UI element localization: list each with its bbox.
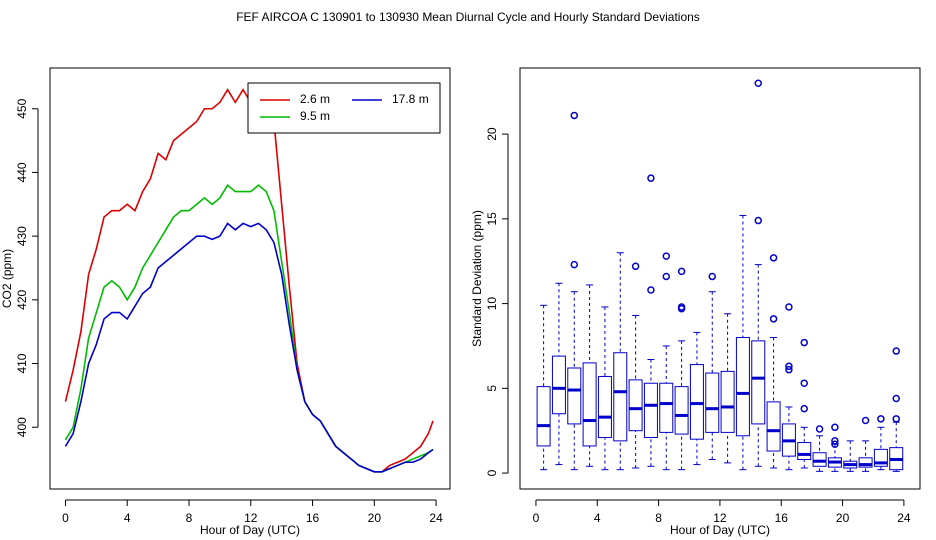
- x-tick-label: 8: [186, 511, 193, 525]
- y-axis-title: Standard Deviation (ppm): [470, 210, 484, 347]
- outlier: [769, 254, 778, 262]
- outlier: [800, 338, 808, 347]
- box: [735, 336, 750, 437]
- outlier: [754, 79, 763, 88]
- box: [674, 386, 689, 435]
- box: [643, 382, 658, 438]
- x-axis-title: Hour of Day (UTC): [670, 523, 770, 537]
- y-axis-title: CO2 (ppm): [0, 249, 14, 308]
- outlier: [570, 260, 579, 269]
- outlier: [892, 415, 900, 423]
- outlier: [677, 267, 686, 276]
- outlier: [892, 347, 900, 355]
- x-tick-label: 16: [775, 511, 789, 525]
- y-tick-label: 0: [485, 469, 499, 476]
- outlier: [831, 437, 839, 445]
- outlier: [800, 379, 808, 387]
- box: [858, 457, 873, 468]
- outlier: [800, 404, 808, 413]
- y-tick-label: 10: [485, 297, 499, 311]
- box: [551, 355, 566, 415]
- y-tick-label: 20: [485, 127, 499, 141]
- x-tick-label: 12: [713, 511, 727, 525]
- box: [613, 352, 628, 442]
- legend-label: 17.8 m: [392, 92, 429, 106]
- outlier: [677, 304, 686, 313]
- box: [766, 401, 781, 452]
- outlier: [785, 303, 793, 311]
- outlier: [815, 425, 824, 433]
- outlier: [662, 272, 671, 281]
- outlier: [708, 272, 717, 281]
- data-line: [64, 183, 434, 473]
- box: [659, 382, 674, 433]
- outlier: [861, 416, 870, 425]
- y-tick-label: 450: [15, 98, 29, 118]
- y-tick-label: 400: [15, 417, 29, 437]
- outlier: [631, 262, 640, 271]
- x-tick-label: 4: [594, 511, 601, 525]
- box: [582, 362, 597, 447]
- box: [628, 379, 643, 432]
- outlier: [877, 415, 885, 423]
- outlier: [662, 252, 671, 260]
- y-tick-label: 420: [15, 290, 29, 310]
- outlier: [831, 440, 839, 449]
- outlier: [647, 286, 655, 294]
- box: [797, 442, 812, 461]
- box: [705, 372, 720, 433]
- box: [567, 367, 582, 425]
- outlier: [831, 423, 839, 432]
- legend-box: [247, 82, 441, 134]
- y-tick-label: 15: [485, 212, 499, 226]
- x-tick-label: 12: [244, 511, 258, 525]
- box: [812, 452, 827, 467]
- x-tick-label: 20: [836, 511, 850, 525]
- outlier: [785, 362, 793, 371]
- outlier: [769, 315, 778, 323]
- data-line: [64, 88, 434, 473]
- x-tick-label: 24: [897, 511, 911, 525]
- x-tick-label: 24: [429, 511, 443, 525]
- y-tick-label: 410: [15, 353, 29, 373]
- outlier: [570, 111, 579, 120]
- box: [597, 375, 612, 438]
- x-tick-label: 8: [655, 511, 662, 525]
- box: [689, 364, 704, 440]
- outlier: [785, 365, 793, 374]
- x-axis-title: Hour of Day (UTC): [200, 523, 300, 537]
- outlier: [647, 174, 655, 182]
- outlier: [892, 394, 900, 403]
- box: [751, 340, 766, 425]
- x-tick-label: 4: [124, 511, 131, 525]
- x-tick-label: 0: [62, 511, 69, 525]
- plot-frame: [49, 67, 451, 490]
- x-tick-label: 16: [306, 511, 320, 525]
- x-tick-label: 20: [368, 511, 382, 525]
- y-tick-label: 440: [15, 162, 29, 182]
- box: [536, 386, 551, 447]
- data-line: [64, 222, 434, 473]
- figure-title: FEF AIRCOA C 130901 to 130930 Mean Diurn…: [236, 10, 700, 24]
- plot-frame: [519, 67, 921, 490]
- legend-label: 2.6 m: [300, 92, 330, 106]
- y-tick-label: 430: [15, 226, 29, 246]
- x-tick-label: 0: [533, 511, 540, 525]
- legend-label: 9.5 m: [300, 109, 330, 123]
- outlier: [754, 216, 763, 225]
- box: [720, 370, 735, 433]
- y-tick-label: 5: [485, 385, 499, 392]
